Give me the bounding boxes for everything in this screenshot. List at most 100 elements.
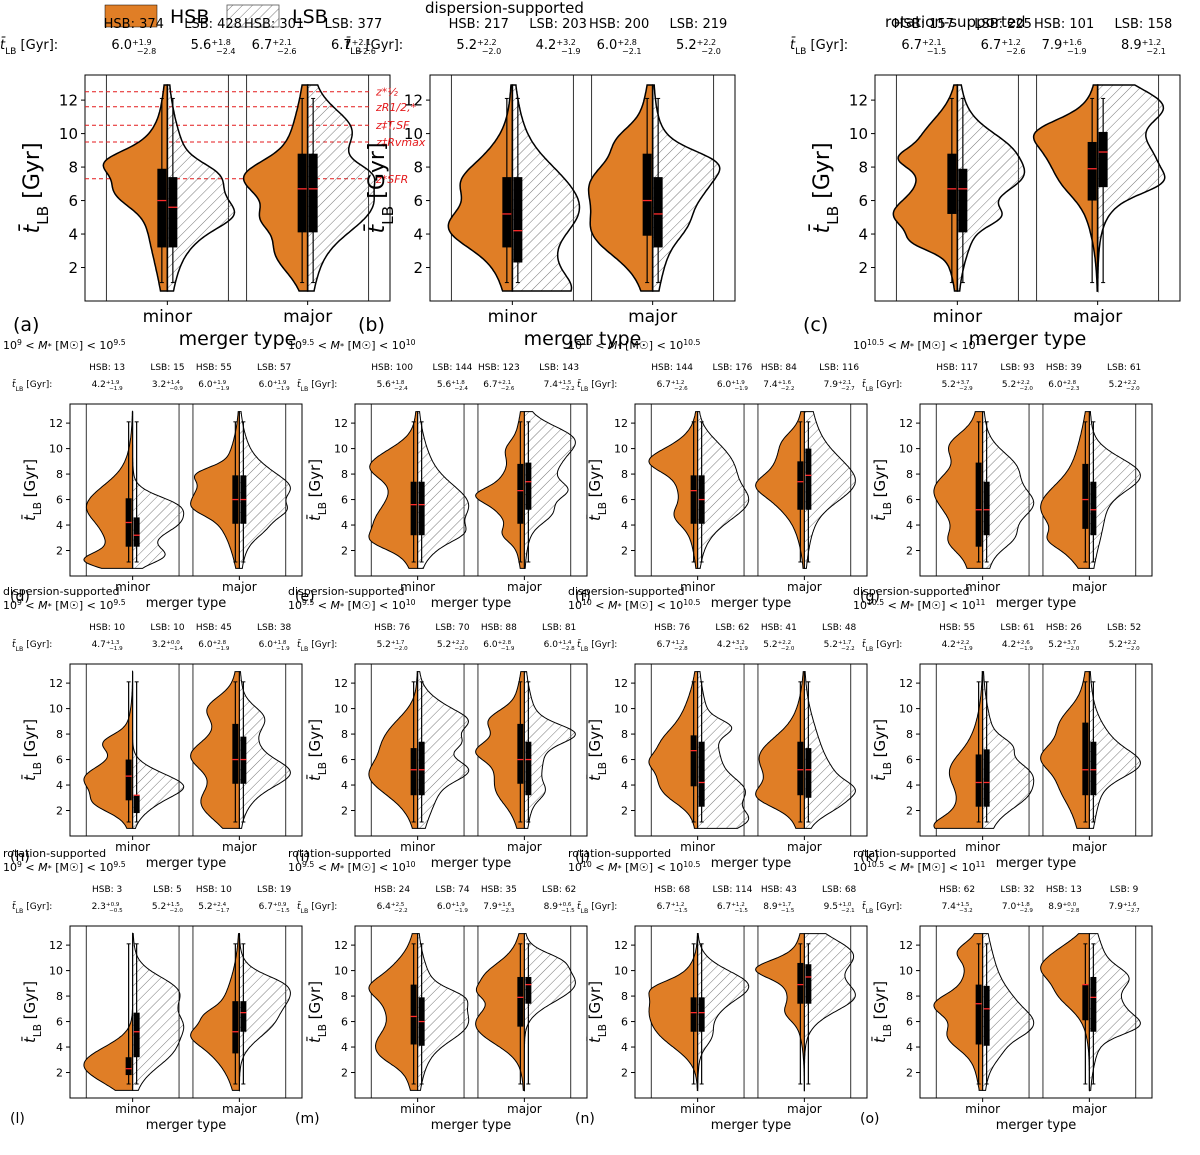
- panel-letter: (f): [575, 589, 591, 605]
- lsb-median-minor: 6.0+1.9 −1.9: [717, 380, 749, 392]
- panel-f: 2 4 6 8 10 12 minor HSB: 144 LSB: 176 6.7+1.2 −2.6…: [568, 338, 868, 611]
- legend-hsb-label: HSB: [170, 6, 209, 28]
- tlb-row-label: t̄LB [Gyr]:: [345, 38, 403, 57]
- hsb-median-minor: 6.4+2.5 −2.2: [377, 902, 408, 914]
- y-tick-label: 2: [56, 1066, 63, 1079]
- y-tick-label: 8: [621, 468, 628, 481]
- x-axis-label: merger type: [431, 856, 512, 871]
- lsb-count-major: LSB: 19: [257, 885, 292, 895]
- x-tick-label: minor: [143, 307, 192, 327]
- hsb-count-minor: HSB: 157: [894, 17, 954, 32]
- violin-hsb-major: [1032, 84, 1099, 292]
- y-tick-label: 4: [906, 519, 913, 532]
- violin-hsb-minor: [648, 671, 699, 829]
- y-tick-label: 4: [341, 1041, 348, 1054]
- tlb-row-label: t̄LB [Gyr]:: [862, 378, 902, 392]
- x-axis-label: merger type: [431, 596, 512, 611]
- box-lsb-major: [805, 448, 812, 510]
- y-tick-label: 10: [614, 702, 628, 715]
- legend-lsb-swatch: [226, 4, 280, 28]
- y-tick-label: 10: [899, 702, 913, 715]
- violin-lsb-major: [651, 84, 721, 292]
- box-hsb-minor: [947, 153, 957, 214]
- hsb-median-minor: 6.7+1.2 −1.5: [657, 902, 689, 914]
- box-lsb-major: [525, 976, 532, 1004]
- x-axis-label: merger type: [179, 328, 297, 350]
- y-tick-label: 6: [621, 753, 628, 766]
- violin-hsb-minor: [933, 411, 984, 569]
- box-lsb-minor: [418, 481, 425, 536]
- hsb-count-major: HSB: 26: [1046, 623, 1082, 633]
- y-axis-label: t̄LB [Gyr]: [305, 459, 329, 521]
- y-tick-label: 8: [413, 158, 423, 176]
- x-tick-label: minor: [400, 1102, 435, 1116]
- hsb-median-major: 6.7+2.1 −2.6: [252, 38, 297, 56]
- tlb-row-label: t̄LB [Gyr]:: [577, 378, 617, 392]
- box-hsb-major: [517, 463, 524, 524]
- lsb-count-major: LSB: 68: [822, 885, 857, 895]
- hsb-median-major: 6.0+1.9 −1.9: [198, 380, 230, 392]
- violin-hsb-major: [1040, 933, 1090, 1092]
- lsb-median-major: 8.9+0.6 −1.5: [544, 902, 576, 914]
- violin-hsb-major: [475, 411, 525, 569]
- x-tick-label: major: [507, 840, 542, 854]
- hsb-median-major: 5.2+2.2 −2.0: [763, 640, 795, 652]
- y-tick-label: 4: [413, 225, 423, 243]
- y-tick-label: 2: [341, 544, 348, 557]
- hsb-count-major: HSB: 84: [761, 363, 797, 373]
- box-hsb-major: [232, 1001, 239, 1054]
- panel-title: dispersion-supported: [288, 585, 404, 598]
- lsb-median-major: 5.2+2.2 −2.0: [1109, 380, 1141, 392]
- hsb-median-major: 8.9+0.0 −2.8: [1048, 902, 1080, 914]
- x-tick-label: major: [222, 840, 257, 854]
- lsb-median-major: 7.4+1.5 −2.2: [544, 380, 575, 392]
- lsb-median-minor: 4.2+3.2 −1.9: [536, 38, 581, 56]
- violin-hsb-minor: [368, 671, 419, 829]
- plot-frame: [354, 403, 588, 577]
- hsb-median-minor: 5.2+3.7 −2.9: [942, 380, 974, 392]
- x-axis-label: merger type: [146, 856, 227, 871]
- lsb-count-minor: LSB: 203: [529, 17, 587, 32]
- plot-frame: [354, 663, 588, 837]
- panel-g: 2 4 6 8 10 12 minor HSB: 117 LSB: 93 5.2+3.7 −2.9 5…: [853, 338, 1153, 611]
- violin-hsb-minor: [933, 933, 984, 1091]
- box-hsb-major: [797, 962, 804, 1004]
- lsb-count-major: LSB: 48: [822, 623, 857, 633]
- hsb-count-minor: HSB: 55: [939, 623, 975, 633]
- lsb-median-major: 5.2+2.2 −2.0: [1109, 640, 1141, 652]
- lsb-median-minor: 6.7+1.2 −1.5: [717, 902, 749, 914]
- box-hsb-minor: [125, 1057, 132, 1076]
- mass-bin-label: 109 < M* [M☉] < 109.5: [3, 860, 126, 875]
- violin-lsb-minor: [417, 411, 470, 569]
- box-lsb-minor: [698, 741, 705, 807]
- box-hsb-major: [517, 976, 524, 1027]
- hsb-median-major: 8.9+1.7 −1.5: [763, 902, 795, 914]
- y-tick-label: 10: [334, 964, 348, 977]
- panel-title: rotation-supported: [288, 847, 391, 860]
- y-tick-label: 2: [621, 544, 628, 557]
- hsb-median-minor: 5.2+2.2 −2.0: [456, 38, 501, 56]
- y-tick-label: 8: [341, 990, 348, 1003]
- panel-letter: (h): [10, 849, 30, 865]
- hsb-median-major: 6.0+2.8 −2.3: [1048, 380, 1080, 392]
- panel-b: 2 4 6 8 10 12 minor HSB: 217 LSB: 203 5.2+2.2 −2.0…: [345, 0, 736, 350]
- mass-bin-label: 109 < M* [M☉] < 109.5: [3, 338, 126, 353]
- tlb-row-label: t̄LB [Gyr]:: [790, 38, 848, 57]
- plot-frame: [354, 925, 588, 1099]
- box-lsb-major: [653, 177, 663, 248]
- lsb-median-minor: 6.0+1.9 −1.9: [437, 902, 469, 914]
- y-axis-label: t̄LB [Gyr]: [20, 719, 44, 781]
- y-tick-label: 2: [621, 1066, 628, 1079]
- tlb-row-label: t̄LB [Gyr]:: [12, 900, 52, 914]
- y-tick-label: 2: [413, 259, 423, 277]
- violin-lsb-major: [1088, 411, 1141, 569]
- y-tick-label: 8: [858, 158, 868, 176]
- lsb-median-minor: 4.2+3.2 −1.9: [717, 640, 749, 652]
- lsb-count-major: LSB: 377: [325, 17, 383, 32]
- hsb-count-minor: HSB: 144: [651, 363, 693, 373]
- violin-lsb-minor: [132, 933, 185, 1091]
- x-axis-label: merger type: [146, 596, 227, 611]
- hsb-median-minor: 6.7+2.1 −1.5: [901, 38, 946, 56]
- violin-lsb-major: [523, 933, 576, 1092]
- lsb-median-minor: 7.0+1.8 −2.9: [1002, 902, 1034, 914]
